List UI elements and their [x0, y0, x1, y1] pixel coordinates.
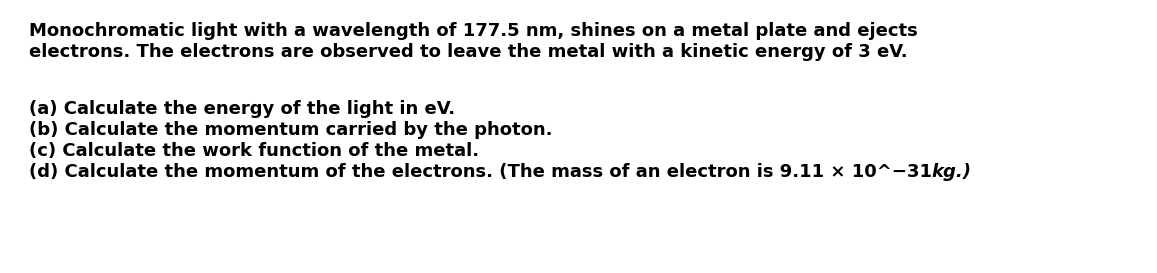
- Text: (b) Calculate the momentum carried by the photon.: (b) Calculate the momentum carried by th…: [29, 121, 552, 139]
- Text: (d) Calculate the momentum of the electrons. (The mass of an electron is 9.11 × : (d) Calculate the momentum of the electr…: [29, 163, 931, 181]
- Text: (a) Calculate the energy of the light in eV.: (a) Calculate the energy of the light in…: [29, 100, 455, 118]
- Text: Monochromatic light with a wavelength of 177.5 nm, shines on a metal plate and e: Monochromatic light with a wavelength of…: [29, 22, 918, 40]
- Text: kg.): kg.): [931, 163, 972, 181]
- Text: (c) Calculate the work function of the metal.: (c) Calculate the work function of the m…: [29, 142, 479, 160]
- Text: electrons. The electrons are observed to leave the metal with a kinetic energy o: electrons. The electrons are observed to…: [29, 43, 907, 61]
